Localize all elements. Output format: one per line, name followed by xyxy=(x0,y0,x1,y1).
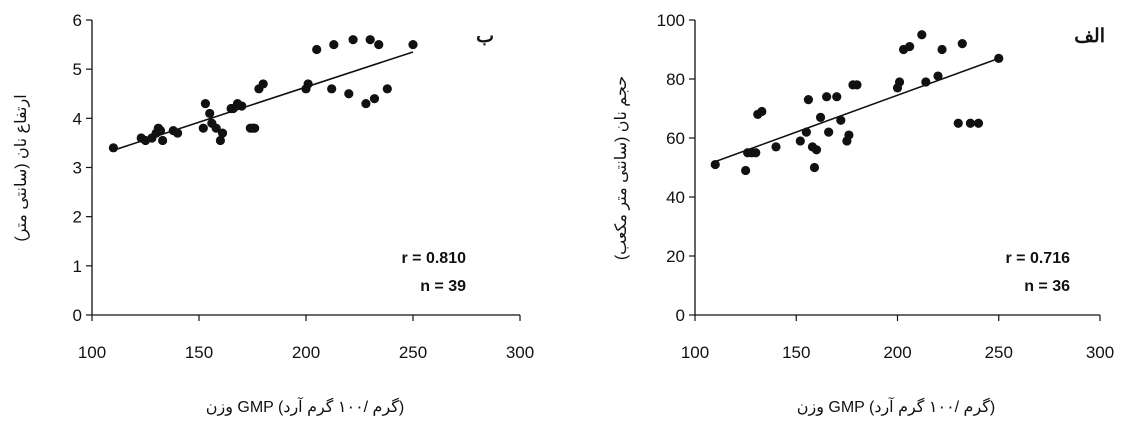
data-point xyxy=(803,95,814,105)
data-point xyxy=(937,44,947,55)
y-tick-label: 0 xyxy=(73,306,82,325)
y-tick-label: 2 xyxy=(73,208,82,227)
y-tick-label: 4 xyxy=(73,109,82,128)
y-tick-label: 40 xyxy=(666,188,685,207)
data-point xyxy=(710,159,720,170)
data-point xyxy=(757,106,767,117)
x-axis-title: وزن GMP (گرم /۱۰۰ گرم آرد) xyxy=(797,396,995,416)
data-point xyxy=(312,44,322,55)
data-point xyxy=(795,136,805,146)
data-point xyxy=(836,115,846,125)
data-point xyxy=(382,84,392,94)
data-point xyxy=(158,135,168,146)
data-point xyxy=(361,98,371,109)
x-tick-label: 100 xyxy=(681,343,709,362)
y-tick-label: 0 xyxy=(676,306,685,325)
x-tick-label: 250 xyxy=(399,343,427,362)
panel-label: ب xyxy=(476,26,494,47)
data-point xyxy=(809,162,820,173)
data-point xyxy=(994,53,1004,63)
y-tick-label: 20 xyxy=(666,247,685,266)
data-point xyxy=(211,123,221,133)
y-axis-title: حجم نان (سانتی متر مکعب) xyxy=(613,76,630,260)
data-point xyxy=(894,77,905,87)
data-point xyxy=(365,35,375,45)
data-point xyxy=(205,108,215,119)
data-point xyxy=(751,148,761,158)
data-point xyxy=(173,128,183,138)
data-point xyxy=(973,118,984,128)
data-point xyxy=(965,118,976,128)
data-point xyxy=(200,98,211,109)
data-point xyxy=(327,84,337,94)
y-tick-label: 80 xyxy=(666,70,685,89)
data-point xyxy=(852,80,862,90)
data-point xyxy=(905,41,915,52)
data-point xyxy=(237,101,247,111)
data-point xyxy=(303,79,313,89)
y-axis-title: ارتفاع نان (سانتی متر) xyxy=(13,94,30,241)
data-point xyxy=(917,30,927,40)
x-tick-label: 200 xyxy=(292,343,320,362)
data-point xyxy=(953,118,963,128)
data-point xyxy=(408,39,418,50)
x-tick-label: 250 xyxy=(985,343,1013,362)
data-point xyxy=(801,127,811,137)
data-point xyxy=(844,130,854,140)
sample-size-label: n = 39 xyxy=(420,278,466,295)
data-point xyxy=(155,126,166,136)
x-tick-label: 100 xyxy=(78,343,106,362)
data-point xyxy=(198,123,208,133)
data-point xyxy=(215,135,225,146)
data-point xyxy=(108,143,118,153)
y-tick-label: 6 xyxy=(73,11,82,30)
y-tick-label: 1 xyxy=(73,257,82,276)
y-tick-label: 5 xyxy=(73,60,82,79)
data-point xyxy=(811,145,822,155)
x-tick-label: 300 xyxy=(1086,343,1114,362)
data-point xyxy=(344,89,354,99)
data-point xyxy=(329,39,339,50)
x-axis-title: وزن GMP (گرم /۱۰۰ گرم آرد) xyxy=(206,396,404,416)
data-point xyxy=(369,94,380,104)
y-tick-label: 60 xyxy=(666,129,685,148)
x-tick-label: 150 xyxy=(185,343,213,362)
data-point xyxy=(217,128,228,138)
data-point xyxy=(348,35,358,45)
data-point xyxy=(957,39,967,49)
y-tick-label: 100 xyxy=(657,11,685,30)
data-point xyxy=(832,92,842,102)
data-point xyxy=(822,92,832,102)
chart-panel-volume: الف r = 0.716 n = 36 وزن GMP (گرم /۱۰۰ گ… xyxy=(613,11,1114,416)
correlation-label: r = 0.716 xyxy=(1006,250,1071,267)
data-point xyxy=(815,112,826,122)
x-tick-label: 200 xyxy=(883,343,911,362)
panel-label: الف xyxy=(1074,26,1105,47)
x-tick-label: 300 xyxy=(506,343,534,362)
data-point xyxy=(741,165,751,176)
data-point xyxy=(933,71,943,81)
data-point xyxy=(824,127,834,137)
correlation-label: r = 0.810 xyxy=(402,250,467,267)
data-point xyxy=(250,123,260,133)
data-point xyxy=(374,39,384,50)
x-tick-label: 150 xyxy=(782,343,810,362)
data-point xyxy=(258,79,268,89)
data-point xyxy=(921,77,931,87)
regression-line xyxy=(714,57,1000,163)
y-tick-label: 3 xyxy=(73,159,82,178)
data-point xyxy=(771,142,781,152)
chart-panel-height: ب r = 0.810 n = 39 وزن GMP (گرم /۱۰۰ گرم… xyxy=(13,11,534,416)
sample-size-label: n = 36 xyxy=(1024,278,1070,295)
